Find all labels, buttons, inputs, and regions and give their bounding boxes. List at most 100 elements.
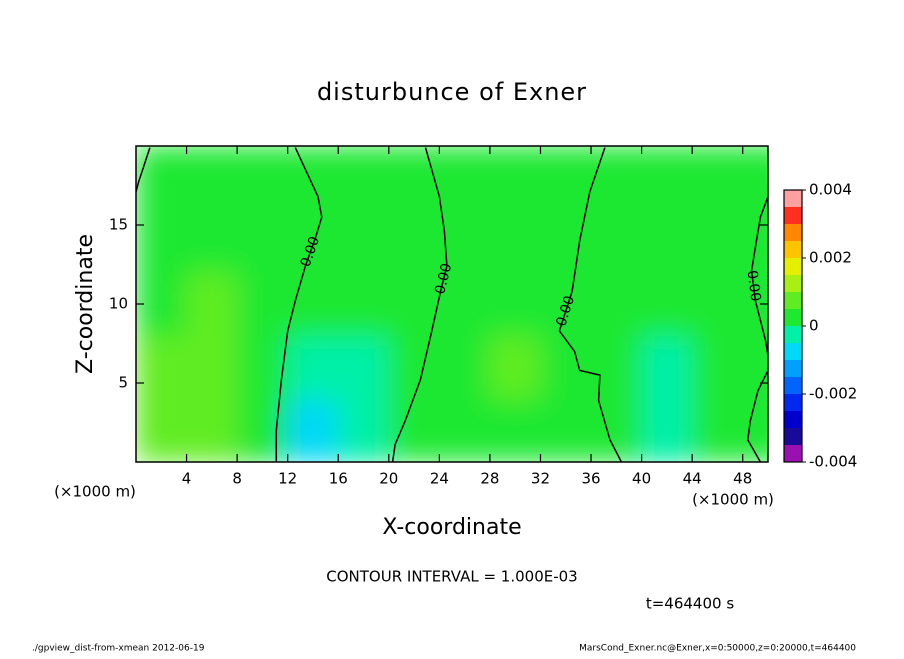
field-cell xyxy=(186,398,238,462)
footer-left: ./gpview_dist-from-xmean 2012-06-19 xyxy=(32,644,205,654)
field-cell xyxy=(438,271,491,337)
field-cell xyxy=(539,208,592,273)
contour-line xyxy=(558,147,623,462)
field-cell xyxy=(438,208,491,273)
x-tick-label: 44 xyxy=(683,470,702,488)
x-tick-label: 40 xyxy=(632,470,651,488)
field-cell xyxy=(136,335,188,400)
field-cell xyxy=(489,271,541,337)
field-cell xyxy=(337,335,390,400)
field-cell xyxy=(641,398,693,462)
colorbar-bin xyxy=(784,258,802,275)
x-tick-label: 12 xyxy=(278,470,297,488)
field-cell xyxy=(438,335,491,400)
contour-line xyxy=(275,147,323,462)
axes: 4 8 12 16 20 24 28 32 36 40 44 4851015-0.004-0.0020… xyxy=(109,145,857,488)
field-cell xyxy=(691,335,744,400)
field-cell xyxy=(236,398,289,462)
field-cell xyxy=(691,271,744,337)
x-tick-label: 48 xyxy=(733,470,752,488)
field-cell xyxy=(691,208,744,273)
field-cell xyxy=(287,146,339,210)
field-cell xyxy=(287,271,339,337)
colorbar-bin xyxy=(784,224,802,241)
field-cell xyxy=(337,271,390,337)
field-cell xyxy=(742,208,768,273)
field-cell xyxy=(337,398,390,462)
field-cell xyxy=(388,146,440,210)
colorbar-bin xyxy=(784,275,802,292)
field-cell xyxy=(590,208,643,273)
time-label: t=464400 s xyxy=(646,595,734,613)
x-tick-label: 8 xyxy=(232,470,242,488)
field-cells xyxy=(136,146,768,462)
field-cell xyxy=(539,335,592,400)
contour-interval: CONTOUR INTERVAL = 1.000E-03 xyxy=(326,568,577,586)
field-cell xyxy=(590,271,643,337)
field-cell xyxy=(186,335,238,400)
field-cell xyxy=(489,335,541,400)
colorbar-tick-label: 0.002 xyxy=(809,249,852,267)
x-tick-label: 24 xyxy=(430,470,449,488)
y-axis-label: Z-coordinate xyxy=(73,234,98,374)
field-cell xyxy=(539,271,592,337)
x-tick-label: 16 xyxy=(329,470,348,488)
contour-line xyxy=(391,147,448,462)
field-cell xyxy=(388,398,440,462)
field-cell xyxy=(236,146,289,210)
x-tick-label: 32 xyxy=(531,470,550,488)
field-cell xyxy=(438,398,491,462)
field-cell xyxy=(136,146,188,210)
colorbar-bin xyxy=(784,377,802,394)
colorbar-bin xyxy=(784,207,802,224)
colorbar-tick-label: -0.004 xyxy=(809,453,857,471)
field-cell xyxy=(489,208,541,273)
contour-label: 0.00 xyxy=(744,269,764,302)
colorbar-bin xyxy=(784,190,802,207)
colorbar-bin xyxy=(784,292,802,309)
field-cell xyxy=(388,271,440,337)
x-tick-label: 36 xyxy=(581,470,600,488)
field-cell xyxy=(590,335,643,400)
field-cell xyxy=(539,146,592,210)
x-axis-label: X-coordinate xyxy=(382,515,521,540)
colorbar-tick-label: 0 xyxy=(809,317,819,335)
contour-lines xyxy=(136,147,768,462)
field-cell xyxy=(236,208,289,273)
field-cell xyxy=(337,146,390,210)
field-cell xyxy=(438,146,491,210)
x-tick-label: 20 xyxy=(379,470,398,488)
colorbar-bin xyxy=(784,309,802,326)
field-cell xyxy=(136,208,188,273)
colorbar-bin xyxy=(784,428,802,445)
field-cell xyxy=(489,146,541,210)
y-unit-label: (×1000 m) xyxy=(54,483,136,501)
field-cell xyxy=(742,146,768,210)
colorbar-bin xyxy=(784,241,802,258)
field-cell xyxy=(641,335,693,400)
colorbar-tick-label: -0.002 xyxy=(809,385,857,403)
field-cell xyxy=(388,335,440,400)
field-cell xyxy=(489,398,541,462)
field-cell xyxy=(186,271,238,337)
field-cell xyxy=(236,335,289,400)
contour-line xyxy=(747,196,768,462)
y-tick-label: 10 xyxy=(109,295,128,313)
field-cell xyxy=(691,146,744,210)
colorbar-bin xyxy=(784,394,802,411)
x-tick-label: 4 xyxy=(182,470,192,488)
field-cell xyxy=(136,271,188,337)
field-cell xyxy=(136,398,188,462)
field-cell xyxy=(287,208,339,273)
footer-right: MarsCond_Exner.nc@Exner,x=0:50000,z=0:20… xyxy=(579,644,856,654)
field xyxy=(136,146,768,462)
field-cell xyxy=(186,146,238,210)
field-cell xyxy=(186,208,238,273)
colorbar-bin xyxy=(784,326,802,343)
colorbar-bin xyxy=(784,411,802,428)
field-cell xyxy=(337,208,390,273)
chart-title: disturbunce of Exner xyxy=(317,78,587,106)
field-cell xyxy=(742,335,768,400)
